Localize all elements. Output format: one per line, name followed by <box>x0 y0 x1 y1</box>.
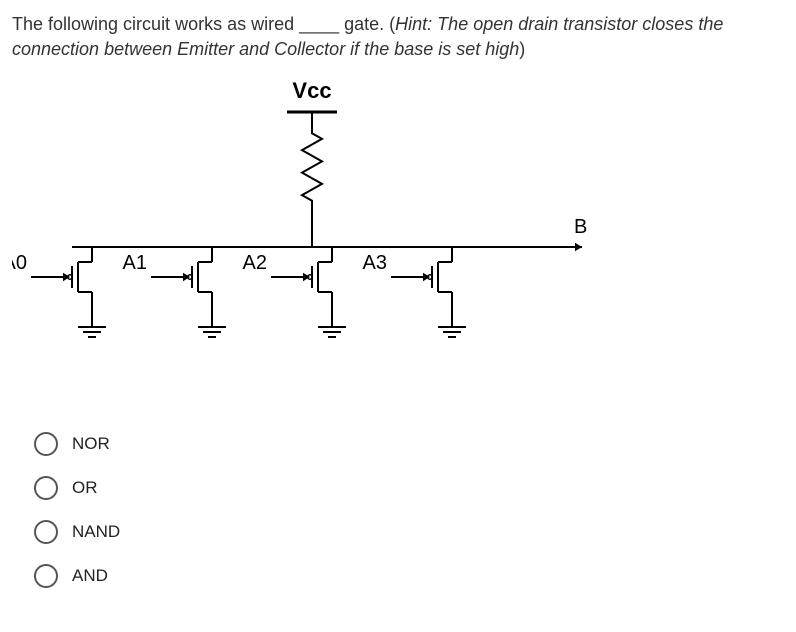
label-input-a0: A0 <box>12 252 27 274</box>
question-post: ) <box>519 39 525 59</box>
radio-nand[interactable] <box>34 520 58 544</box>
label-input-a2: A2 <box>243 252 267 274</box>
label-input-a1: A1 <box>123 252 147 274</box>
circuit-diagram: Vcc B A0 A1 A2 A3 <box>12 82 612 412</box>
options-group: NOR OR NAND AND <box>12 432 784 588</box>
circuit-svg: Vcc B A0 A1 A2 A3 <box>12 82 612 412</box>
option-label-nand: NAND <box>72 522 120 542</box>
radio-and[interactable] <box>34 564 58 588</box>
option-nor[interactable]: NOR <box>34 432 784 456</box>
question-text: The following circuit works as wired ___… <box>12 12 784 62</box>
option-label-and: AND <box>72 566 108 586</box>
option-label-or: OR <box>72 478 98 498</box>
question-pre: The following circuit works as wired ___… <box>12 14 395 34</box>
radio-nor[interactable] <box>34 432 58 456</box>
radio-or[interactable] <box>34 476 58 500</box>
option-label-nor: NOR <box>72 434 110 454</box>
label-vcc: Vcc <box>292 82 331 103</box>
option-or[interactable]: OR <box>34 476 784 500</box>
label-input-a3: A3 <box>363 252 387 274</box>
option-and[interactable]: AND <box>34 564 784 588</box>
label-output-b: B <box>574 216 587 238</box>
option-nand[interactable]: NAND <box>34 520 784 544</box>
